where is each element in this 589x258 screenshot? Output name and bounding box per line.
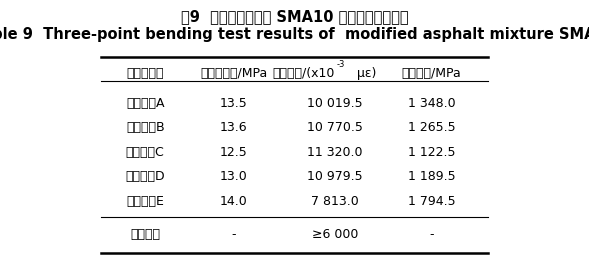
- Text: 12.5: 12.5: [220, 146, 248, 159]
- Text: 改性沥青B: 改性沥青B: [126, 121, 164, 134]
- Text: 7 813.0: 7 813.0: [311, 195, 359, 208]
- Text: 结合料种类: 结合料种类: [127, 67, 164, 80]
- Text: 改性沥青C: 改性沥青C: [126, 146, 164, 159]
- Text: 13.6: 13.6: [220, 121, 248, 134]
- Text: 13.0: 13.0: [220, 170, 248, 183]
- Text: 10 019.5: 10 019.5: [307, 97, 363, 110]
- Text: 1 122.5: 1 122.5: [408, 146, 455, 159]
- Text: 技术要求: 技术要求: [130, 228, 160, 241]
- Text: ≥6 000: ≥6 000: [312, 228, 358, 241]
- Text: 劲度模量/MPa: 劲度模量/MPa: [402, 67, 462, 80]
- Text: 10 979.5: 10 979.5: [307, 170, 363, 183]
- Text: -: -: [429, 228, 434, 241]
- Text: Table 9  Three-point bending test results of  modified asphalt mixture SMA10: Table 9 Three-point bending test results…: [0, 27, 589, 42]
- Text: 抗弯拉强度/MPa: 抗弯拉强度/MPa: [200, 67, 267, 80]
- Text: 10 770.5: 10 770.5: [307, 121, 363, 134]
- Text: 改性沥青A: 改性沥青A: [126, 97, 164, 110]
- Text: -: -: [231, 228, 236, 241]
- Text: 抗弯应变/(x10: 抗弯应变/(x10: [273, 67, 335, 80]
- Text: 14.0: 14.0: [220, 195, 248, 208]
- Text: 13.5: 13.5: [220, 97, 248, 110]
- Text: 改性沥青E: 改性沥青E: [126, 195, 164, 208]
- Text: 1 189.5: 1 189.5: [408, 170, 455, 183]
- Text: 1 348.0: 1 348.0: [408, 97, 455, 110]
- Text: 1 265.5: 1 265.5: [408, 121, 455, 134]
- Text: 改性沥青D: 改性沥青D: [125, 170, 165, 183]
- Text: 1 794.5: 1 794.5: [408, 195, 455, 208]
- Text: -3: -3: [337, 60, 345, 69]
- Text: 表9  改性沥青混合料 SMA10 三点弯曲试验结果: 表9 改性沥青混合料 SMA10 三点弯曲试验结果: [181, 9, 408, 24]
- Text: 11 320.0: 11 320.0: [307, 146, 363, 159]
- Text: με): με): [353, 67, 376, 80]
